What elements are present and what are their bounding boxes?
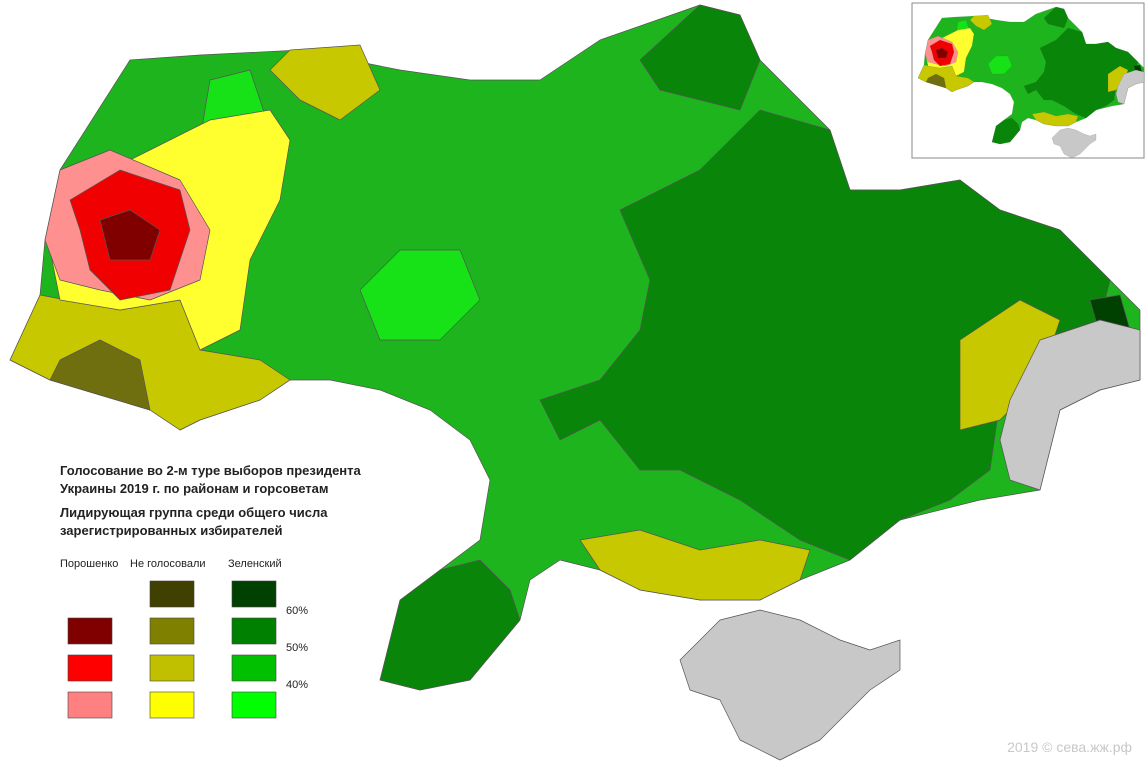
legend-swatch <box>67 691 113 719</box>
region <box>269 44 381 121</box>
region <box>679 609 901 761</box>
legend-column-label: Зеленский <box>228 558 282 570</box>
region <box>99 209 161 261</box>
legend-swatch <box>231 617 277 645</box>
region <box>9 294 291 431</box>
ukraine-map <box>9 4 1141 761</box>
legend-swatch <box>149 580 195 608</box>
legend-swatch <box>149 654 195 682</box>
legend-column-label: Не голосовали <box>130 558 206 570</box>
legend-threshold: 40% <box>286 679 308 691</box>
legend-threshold: 50% <box>286 642 308 654</box>
title-line: Украины 2019 г. по районам и горсоветам <box>60 481 329 496</box>
subtitle-line: Лидирующая группа среди общего числа <box>60 505 328 520</box>
legend-swatch <box>67 617 113 645</box>
credit: 2019 © сева.жж.рф <box>1007 739 1132 755</box>
region <box>49 339 151 411</box>
legend-swatch <box>149 617 195 645</box>
title-line: Голосование во 2-м туре выборов президен… <box>60 463 362 478</box>
legend-swatch <box>231 691 277 719</box>
legend-threshold: 60% <box>286 605 308 617</box>
legend-swatch <box>67 654 113 682</box>
legend-column-label: Порошенко <box>60 558 118 570</box>
legend-swatch <box>231 654 277 682</box>
subtitle-line: зарегистрированных избирателей <box>60 523 282 538</box>
legend-swatch <box>149 691 195 719</box>
region <box>579 529 811 601</box>
region <box>999 319 1141 491</box>
region <box>359 249 481 341</box>
legend-swatch <box>231 580 277 608</box>
region <box>639 4 761 111</box>
region <box>539 109 1111 561</box>
region <box>379 559 521 691</box>
